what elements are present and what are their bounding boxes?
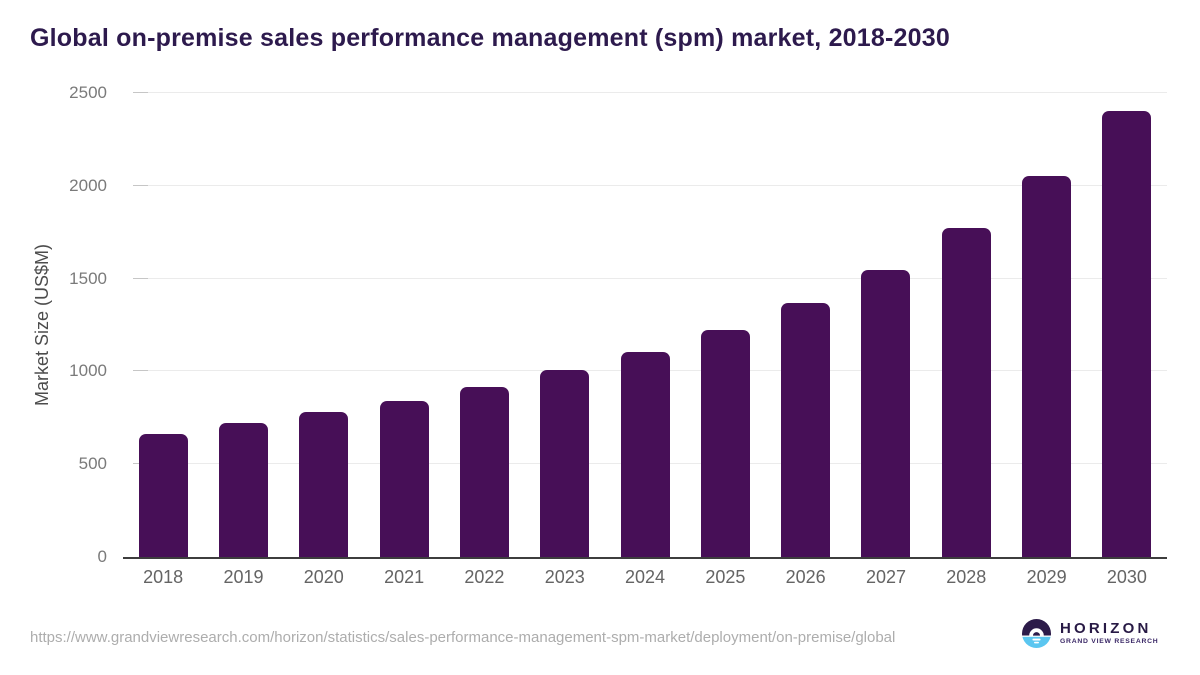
x-label-2018: 2018 xyxy=(143,567,184,587)
x-label-2023: 2023 xyxy=(544,567,585,587)
x-label-2025: 2025 xyxy=(705,567,746,587)
logo-wordmark-block: HORIZON GRAND VIEW RESEARCH xyxy=(1060,621,1158,646)
x-label-2026: 2026 xyxy=(785,567,826,587)
bar-2030[interactable] xyxy=(1102,110,1152,557)
bar-cell-2021 xyxy=(364,93,444,557)
bar-2023[interactable] xyxy=(540,370,590,557)
y-tick-mark-2000 xyxy=(133,184,148,186)
y-tick-label-500: 500 xyxy=(78,454,107,474)
bar-2028[interactable] xyxy=(941,228,991,557)
bar-chart-plot-area: 0 500 1000 1500 2000 2500 xyxy=(69,83,1167,566)
source-url: https://www.grandviewresearch.com/horizo… xyxy=(30,629,896,646)
bar-2020[interactable] xyxy=(299,412,349,557)
gridline-1500 xyxy=(133,277,1167,279)
bar-cell-2018 xyxy=(123,93,203,557)
x-label-2030: 2030 xyxy=(1106,567,1147,587)
bar-2024[interactable] xyxy=(620,351,670,557)
horizon-sunrise-icon xyxy=(1022,619,1051,648)
bar-2022[interactable] xyxy=(459,386,509,557)
x-axis-labels: 2018 2019 2020 2021 2022 2023 2024 2025 2026 2027… xyxy=(123,567,1167,588)
bar-2019[interactable] xyxy=(218,423,268,557)
bar-cell-2022 xyxy=(444,93,524,557)
bar-cell-2023 xyxy=(525,93,605,557)
y-tick-mark-2500 xyxy=(133,92,148,93)
bar-cell-2029 xyxy=(1006,93,1086,557)
y-tick-mark-1500 xyxy=(133,277,148,279)
y-tick-label-1000: 1000 xyxy=(69,361,107,381)
x-label-2028: 2028 xyxy=(946,567,987,587)
bar-2029[interactable] xyxy=(1022,176,1072,557)
bar-cell-2020 xyxy=(284,93,364,557)
y-tick-label-2000: 2000 xyxy=(69,175,107,195)
x-label-2027: 2027 xyxy=(865,567,906,587)
bar-cell-2028 xyxy=(926,93,1006,557)
y-tick-label-0: 0 xyxy=(97,547,107,566)
bar-2026[interactable] xyxy=(781,302,831,557)
gridline-2500 xyxy=(133,92,1167,93)
x-label-2022: 2022 xyxy=(464,567,505,587)
x-label-2024: 2024 xyxy=(625,567,666,587)
bar-2027[interactable] xyxy=(861,270,911,557)
x-label-2021: 2021 xyxy=(384,567,425,587)
y-tick-mark-1000 xyxy=(133,370,148,372)
bar-cell-2030 xyxy=(1087,93,1167,557)
bar-2018[interactable] xyxy=(138,433,188,557)
x-label-2029: 2029 xyxy=(1026,567,1067,587)
gridline-2000 xyxy=(133,184,1167,186)
bar-2025[interactable] xyxy=(700,329,750,557)
chart-title: Global on-premise sales performance mana… xyxy=(30,24,950,52)
bar-2021[interactable] xyxy=(379,400,429,557)
x-label-2019: 2019 xyxy=(223,567,264,587)
y-tick-label-1500: 1500 xyxy=(69,268,107,288)
logo-subbrand-text: GRAND VIEW RESEARCH xyxy=(1060,638,1159,646)
y-tick-label-2500: 2500 xyxy=(69,83,107,102)
logo-brand-text: HORIZON xyxy=(1060,620,1152,638)
bar-cell-2019 xyxy=(203,93,283,557)
bar-cell-2025 xyxy=(685,93,765,557)
bars-layer xyxy=(123,93,1167,557)
bar-cell-2024 xyxy=(605,93,685,557)
bar-cell-2027 xyxy=(846,93,926,557)
bar-cell-2026 xyxy=(766,93,846,557)
x-label-2020: 2020 xyxy=(303,567,344,587)
y-axis-title: Market Size (US$M) xyxy=(32,243,52,407)
horizon-logo[interactable]: HORIZON GRAND VIEW RESEARCH xyxy=(1022,619,1158,648)
